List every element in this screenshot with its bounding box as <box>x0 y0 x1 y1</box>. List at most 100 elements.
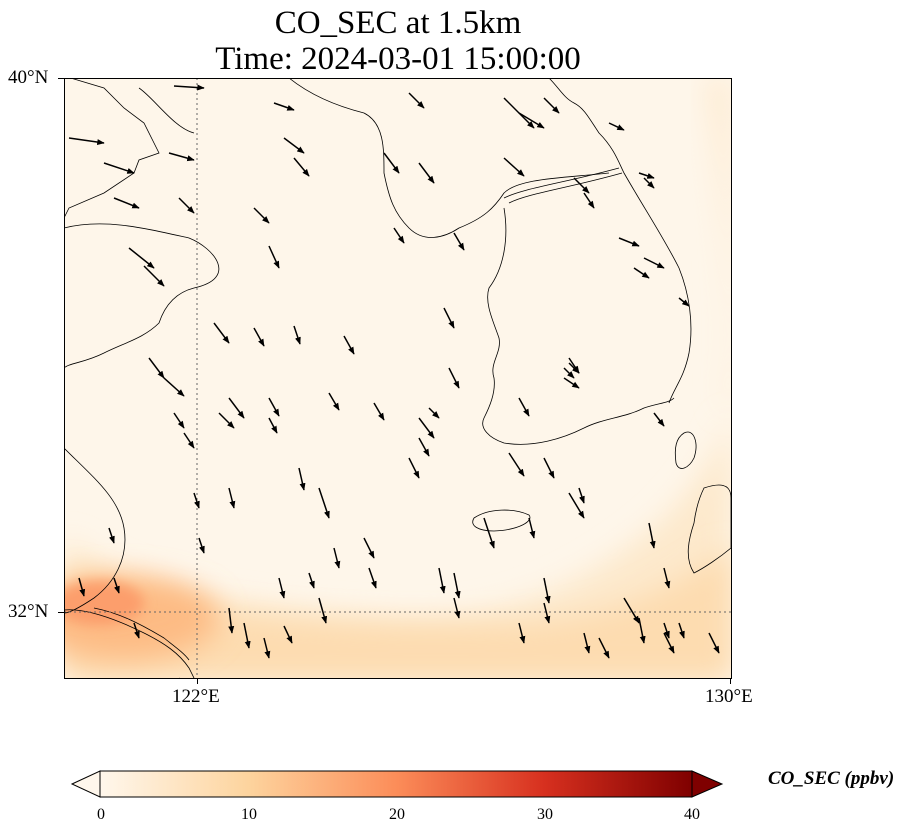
jeju-island <box>472 509 531 532</box>
wind-arrow <box>408 457 420 479</box>
wind-arrow <box>133 622 140 639</box>
wind-arrow <box>213 322 230 344</box>
wind-arrow <box>643 177 655 189</box>
lat-label-32n: 32°N <box>8 601 49 622</box>
coast-shandong <box>64 223 220 369</box>
wind-arrow <box>453 232 465 251</box>
lon-tick-130 <box>730 678 731 684</box>
wind-arrow <box>663 567 671 589</box>
wind-arrow <box>583 632 591 654</box>
wind-arrow <box>568 362 580 374</box>
wind-arrow <box>228 607 235 634</box>
wind-arrow <box>418 437 430 457</box>
wind-arrow <box>253 327 265 347</box>
wind-arrow <box>393 227 405 244</box>
coast-yangtze-south <box>64 609 195 678</box>
wind-arrow <box>273 102 295 111</box>
wind-arrow <box>623 597 640 624</box>
wind-arrow <box>503 157 525 177</box>
wind-arrow <box>518 112 545 129</box>
wind-arrow <box>283 137 305 154</box>
wind-arrow <box>308 572 315 589</box>
lat-label-40n: 40°N <box>8 67 49 88</box>
colorbar-tick-40: 40 <box>684 806 700 823</box>
lat-tick-32 <box>58 612 64 613</box>
co-plume-band <box>64 548 731 678</box>
coast-korea-east <box>548 78 692 404</box>
wind-arrow <box>543 602 551 624</box>
wind-arrow <box>638 617 646 644</box>
wind-arrow <box>408 92 425 109</box>
wind-arrow <box>293 157 310 177</box>
wind-arrow <box>448 367 460 389</box>
co-sec-field <box>64 78 731 678</box>
wind-arrow <box>228 487 236 509</box>
wind-arrow <box>198 537 205 554</box>
colorbar-svg <box>70 770 724 798</box>
wind-arrow <box>663 622 670 639</box>
colorbar-gradient <box>99 770 693 798</box>
wind-arrow <box>68 137 105 146</box>
wind-arrow <box>278 577 286 599</box>
wind-arrow <box>608 122 625 131</box>
wind-vectors <box>68 84 720 678</box>
wind-arrow <box>108 527 115 544</box>
wind-arrow <box>268 245 280 269</box>
wind-arrow <box>218 412 235 429</box>
wind-arrow <box>328 392 340 411</box>
colorbar-extend-max <box>691 770 724 798</box>
co-east-edge <box>704 78 731 408</box>
wind-arrow <box>228 397 245 419</box>
wind-arrow <box>518 622 526 644</box>
wind-arrow <box>318 487 330 519</box>
wind-arrow <box>183 432 195 449</box>
wind-arrow <box>193 492 200 509</box>
wind-arrow <box>293 325 301 345</box>
wind-arrow <box>578 487 585 504</box>
coast-liaodong-east <box>288 78 610 238</box>
colorbar-tick-0: 0 <box>97 806 105 823</box>
wind-arrow <box>648 522 656 549</box>
wind-arrow <box>143 265 165 287</box>
wind-arrow <box>483 517 495 549</box>
border-line-2 <box>508 172 623 204</box>
colorbar-extend-min <box>70 770 101 798</box>
wind-arrow <box>518 397 530 417</box>
chart-title-line1: CO_SEC at 1.5km <box>274 5 522 41</box>
wind-arrow <box>618 237 640 247</box>
wind-arrow <box>428 407 440 419</box>
kyushu-coast <box>687 484 731 574</box>
wind-arrow <box>268 397 280 417</box>
wind-arrow <box>453 572 461 599</box>
wind-arrow <box>598 637 610 659</box>
wind-arrow <box>443 307 455 329</box>
coast-liaodong <box>64 78 160 219</box>
wind-arrow <box>568 492 585 519</box>
wind-arrow <box>253 207 270 224</box>
wind-arrow <box>418 162 435 184</box>
lat-tick-40 <box>58 78 64 79</box>
wind-arrow <box>168 152 195 162</box>
coast-bohai-west <box>138 87 195 134</box>
wind-arrow <box>583 192 595 209</box>
wind-arrow <box>563 367 575 379</box>
wind-arrow <box>563 377 580 389</box>
wind-arrow <box>173 84 205 91</box>
wind-arrow <box>653 412 665 427</box>
wind-arrow <box>318 597 328 624</box>
colorbar-tick-10: 10 <box>241 806 257 823</box>
gridlines <box>64 78 731 678</box>
coast-yangtze-north <box>93 607 190 661</box>
wind-arrow <box>453 597 461 619</box>
wind-arrow <box>678 297 690 307</box>
wind-arrow <box>283 625 293 644</box>
wind-arrow <box>543 97 560 114</box>
wind-arrow <box>178 197 195 214</box>
wind-arrow <box>298 467 306 491</box>
coastlines <box>64 78 731 678</box>
wind-arrow <box>268 417 278 434</box>
wind-arrow <box>263 637 271 659</box>
wind-arrow <box>113 577 120 594</box>
lon-label-130e: 130°E <box>705 686 753 707</box>
co-plume-outer <box>64 408 731 678</box>
